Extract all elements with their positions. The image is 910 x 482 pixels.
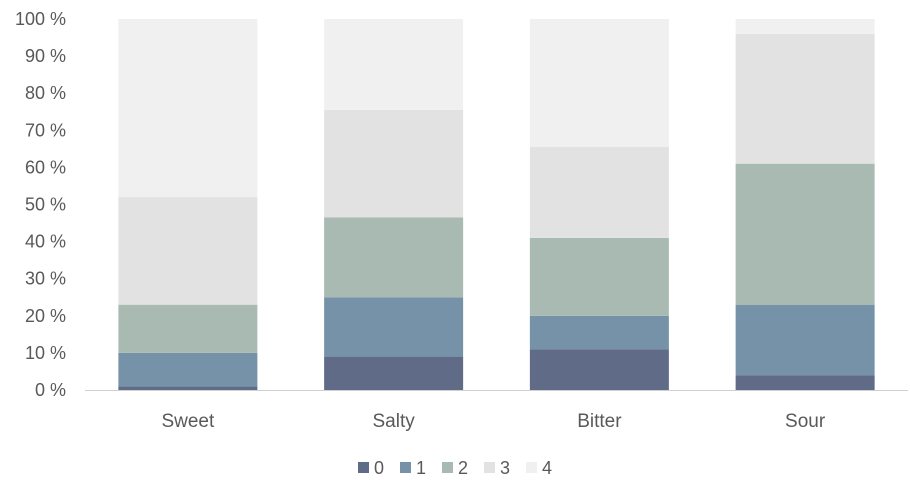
bar-segment-salty-3 xyxy=(324,109,464,218)
y-tick-label: 20 % xyxy=(25,306,66,326)
y-tick-label: 80 % xyxy=(25,83,66,103)
y-tick-label: 70 % xyxy=(25,120,66,140)
bar-segment-sour-1 xyxy=(735,304,875,376)
y-tick-label: 40 % xyxy=(25,232,66,252)
bars xyxy=(118,19,875,390)
bar-segment-sweet-3 xyxy=(118,197,258,305)
y-tick-label: 50 % xyxy=(25,195,66,215)
legend-label-2: 2 xyxy=(458,458,468,478)
x-tick-label-salty: Salty xyxy=(373,411,416,432)
bar-segment-sour-2 xyxy=(735,163,875,305)
bar-segment-bitter-2 xyxy=(529,237,669,316)
y-tick-label: 100 % xyxy=(15,9,66,29)
bar-segment-sweet-2 xyxy=(118,304,258,353)
bar-segment-bitter-0 xyxy=(529,349,669,390)
legend-swatch-1 xyxy=(400,462,411,473)
bar-segment-bitter-4 xyxy=(529,19,669,147)
legend: 0 1 2 3 4 xyxy=(358,458,552,478)
bar-segment-sour-3 xyxy=(735,33,875,164)
y-tick-label: 60 % xyxy=(25,157,66,177)
legend-label-3: 3 xyxy=(500,458,510,478)
x-tick-label-sour: Sour xyxy=(785,411,826,432)
x-tick-label-bitter: Bitter xyxy=(577,411,622,432)
legend-swatch-3 xyxy=(484,462,495,473)
y-tick-label: 10 % xyxy=(25,343,66,363)
bar-segment-sour-4 xyxy=(735,19,875,34)
legend-swatch-2 xyxy=(442,462,453,473)
bar-segment-sweet-4 xyxy=(118,19,258,198)
bar-segment-bitter-3 xyxy=(529,146,669,238)
x-axis: Sweet Salty Bitter Sour xyxy=(161,411,825,432)
bar-segment-bitter-1 xyxy=(529,315,669,350)
bar-segment-salty-2 xyxy=(324,217,464,298)
y-tick-label: 0 % xyxy=(35,380,66,400)
bar-segment-salty-4 xyxy=(324,19,464,110)
legend-label-4: 4 xyxy=(542,458,552,478)
legend-swatch-4 xyxy=(526,462,537,473)
bar-segment-salty-1 xyxy=(324,297,464,357)
x-tick-label-sweet: Sweet xyxy=(161,411,215,432)
bar-segment-sweet-1 xyxy=(118,352,258,387)
bar-segment-sour-0 xyxy=(735,375,875,390)
y-tick-label: 30 % xyxy=(25,269,66,289)
legend-swatch-0 xyxy=(358,462,369,473)
y-tick-label: 90 % xyxy=(25,46,66,66)
legend-label-0: 0 xyxy=(374,458,384,478)
bar-segment-salty-0 xyxy=(324,356,464,390)
bar-segment-sweet-0 xyxy=(118,386,258,390)
y-axis: 0 % 10 % 20 % 30 % 40 % 50 % 60 % 70 % 80 % 90 % 1… xyxy=(15,9,66,400)
legend-label-1: 1 xyxy=(416,458,426,478)
